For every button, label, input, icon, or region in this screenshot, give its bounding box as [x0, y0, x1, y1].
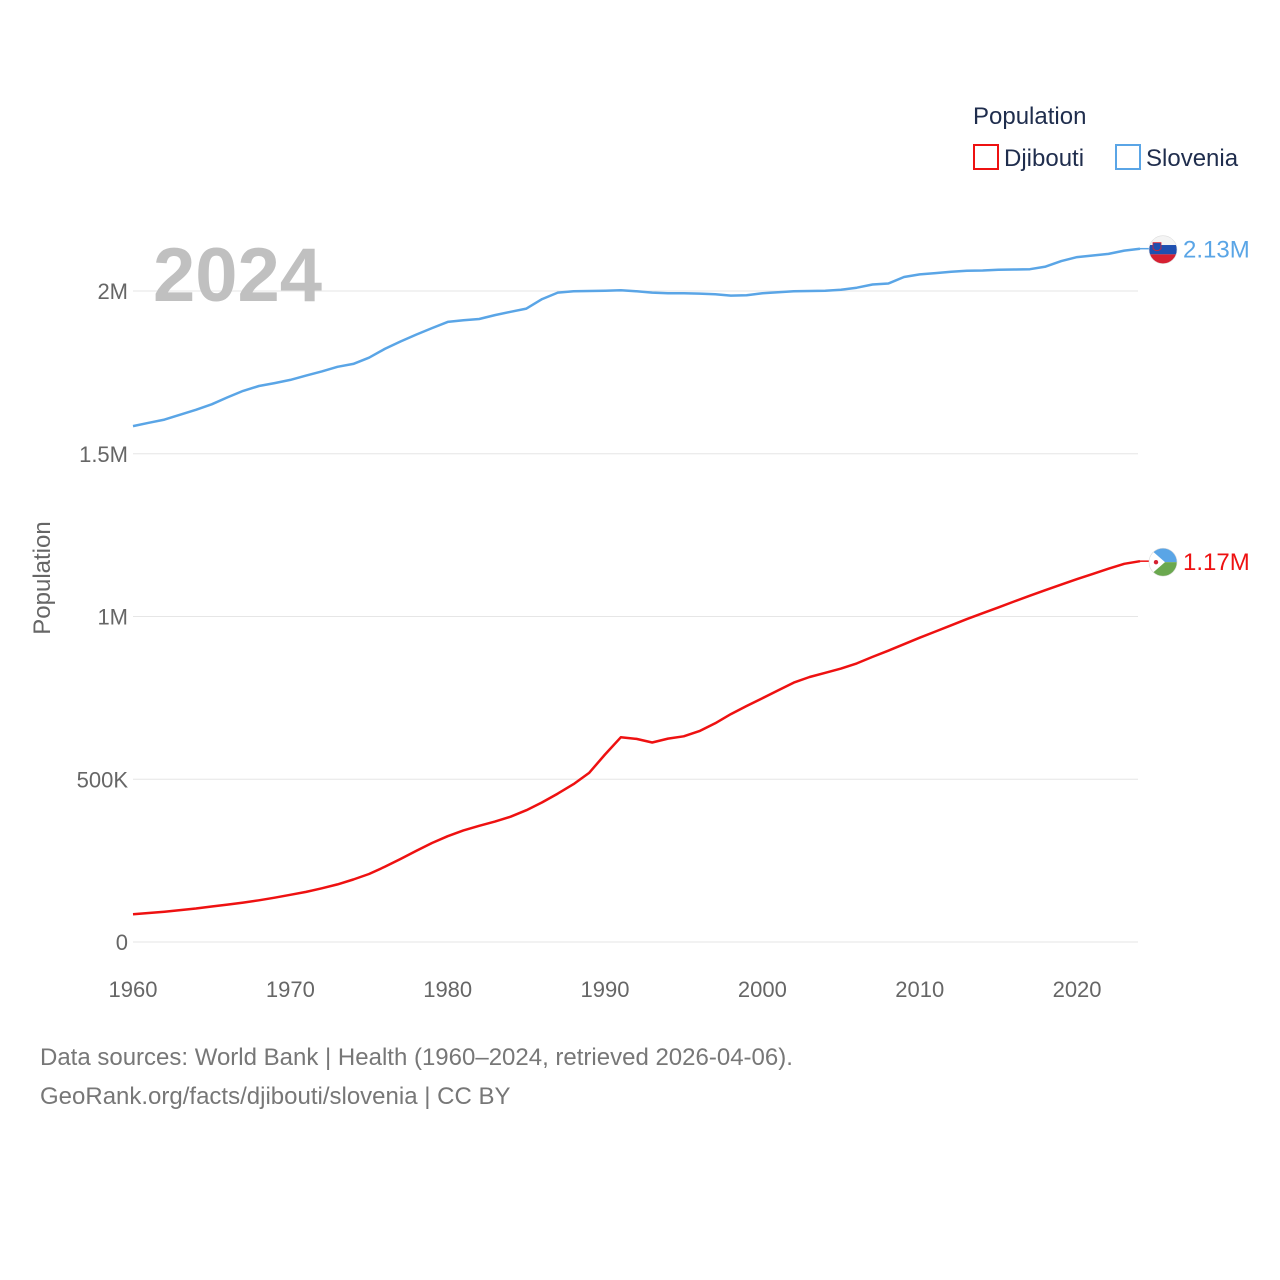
x-tick-label: 2020: [1053, 977, 1102, 1002]
x-tick-label: 1990: [581, 977, 630, 1002]
legend-title: Population: [973, 103, 1086, 130]
series-end-markers: 1.17M 2.13M: [1140, 235, 1250, 577]
attribution-link[interactable]: GeoRank.org/facts/djibouti/slovenia | CC…: [40, 1083, 511, 1110]
year-watermark: 2024: [153, 233, 322, 318]
y-tick-label: 2M: [97, 279, 128, 304]
x-tick-label: 2010: [895, 977, 944, 1002]
legend-item-slovenia[interactable]: Slovenia: [1115, 144, 1239, 172]
x-tick-label: 1970: [266, 977, 315, 1002]
legend-swatch-slovenia: [1115, 144, 1141, 170]
x-tick-label: 1960: [109, 977, 158, 1002]
y-tick-label: 0: [116, 930, 128, 955]
legend: Population Djibouti Slovenia: [973, 103, 1239, 172]
x-tick-label: 1980: [423, 977, 472, 1002]
x-tick-label: 2000: [738, 977, 787, 1002]
y-axis-ticks: 0 500K 1M 1.5M 2M: [77, 279, 129, 955]
x-axis-ticks: 1960 1970 1980 1990 2000 2010 2020: [109, 977, 1102, 1002]
slovenia-flag-icon: [1148, 235, 1178, 264]
series-lines: [132, 247, 1141, 916]
y-tick-label: 1.5M: [79, 442, 128, 467]
legend-label-djibouti: Djibouti: [1004, 145, 1084, 172]
series-line-slovenia[interactable]: [132, 247, 1141, 428]
data-sources-note: Data sources: World Bank | Health (1960–…: [40, 1044, 793, 1071]
grid-lines: [133, 290, 1138, 943]
djibouti-flag-icon: [1148, 547, 1178, 577]
legend-item-djibouti[interactable]: Djibouti: [973, 144, 1084, 172]
y-tick-label: 1M: [97, 605, 128, 630]
end-value-label-djibouti: 1.17M: [1183, 549, 1250, 576]
legend-label-slovenia: Slovenia: [1146, 145, 1239, 172]
y-tick-label: 500K: [77, 767, 129, 792]
end-value-label-slovenia: 2.13M: [1183, 237, 1250, 264]
legend-swatch-djibouti: [973, 144, 999, 170]
y-axis-title: Population: [29, 521, 56, 634]
series-line-djibouti[interactable]: [132, 559, 1141, 916]
